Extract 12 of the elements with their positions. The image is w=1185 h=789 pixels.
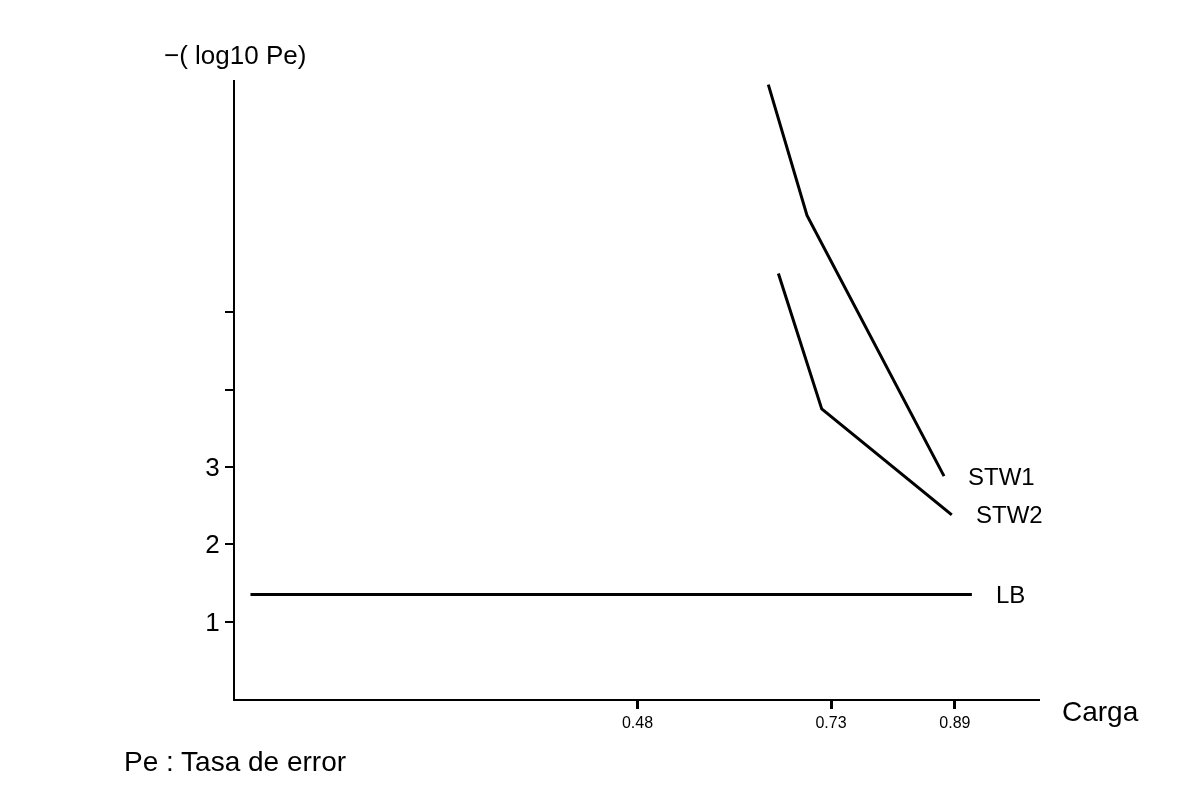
y-tick-label: 1 — [205, 606, 220, 637]
x-tick-label: 0.48 — [621, 714, 654, 732]
y-tick-label: 3 — [205, 451, 220, 482]
x-axis-title: Carga — [1062, 696, 1139, 727]
series-label: STW2 — [976, 501, 1043, 528]
x-tick-label: 0.89 — [939, 714, 971, 732]
series-label: LB — [996, 581, 1026, 608]
x-tick-label: 0.73 — [815, 714, 847, 732]
y-axis-title: −( log10 Pe) — [164, 40, 307, 70]
y-tick-label: 2 — [205, 529, 220, 560]
series-label: STW1 — [968, 463, 1035, 490]
text: Pe : Tasa de error — [124, 746, 347, 777]
